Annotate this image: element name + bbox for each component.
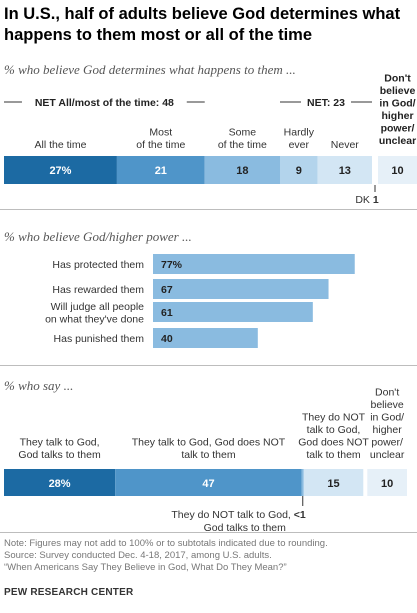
bar-value-label: 77%	[161, 259, 183, 271]
bar-value-label: 13	[339, 165, 351, 177]
bar-segment	[116, 156, 205, 184]
bar-segment	[4, 469, 116, 496]
category-label: They do NOT	[302, 412, 366, 424]
net-label: NET: 23	[307, 97, 345, 109]
chart-title: In U.S., half of adults believe God dete…	[4, 5, 401, 44]
category-label: God does NOT	[298, 437, 369, 449]
bar-segment	[204, 156, 280, 184]
category-label: Has protected them	[52, 259, 144, 271]
net-label-bg	[301, 95, 351, 109]
source-line: Source: Survey conducted Dec. 4-18, 2017…	[4, 550, 272, 561]
category-label: They talk to God, God does NOT	[132, 437, 286, 449]
bar-segment	[4, 156, 117, 184]
bar-segment	[115, 469, 302, 496]
section-divider-1	[0, 209, 417, 210]
category-label: Don't	[375, 387, 399, 399]
bar-value-label: 10	[381, 478, 393, 490]
category-label: of the time	[136, 139, 185, 151]
bar-value-label: 47	[202, 478, 214, 490]
bar-segment	[378, 156, 417, 184]
dk-label: DK 1	[355, 194, 379, 206]
chart2-subtitle: % who believe God/higher power ...	[4, 229, 192, 244]
category-label: power/	[381, 123, 415, 135]
category-label: Don't	[384, 73, 411, 85]
callout-label: They do NOT talk to God, <1	[171, 509, 306, 521]
category-label: ever	[289, 139, 310, 151]
category-label: unclear	[370, 449, 405, 461]
note-line: Note: Figures may not add to 100% or to …	[4, 538, 328, 549]
callout-label: God talks to them	[204, 522, 287, 534]
category-label: talk to them	[306, 449, 361, 461]
category-label: Most	[149, 127, 172, 139]
brand-footer: PEW RESEARCH CENTER	[4, 587, 134, 598]
bar-segment	[317, 156, 372, 184]
category-label: believe	[371, 399, 404, 411]
bar-value-label: 18	[236, 165, 248, 177]
bar-value-label: 10	[391, 165, 403, 177]
category-label: in God/	[370, 412, 404, 424]
category-label: Will judge all people	[51, 301, 145, 313]
chart1-subtitle: % who believe God determines what happen…	[4, 62, 296, 77]
category-label: Some	[229, 127, 257, 139]
bar-segment	[367, 469, 407, 496]
bar-value-label: 27%	[49, 165, 71, 177]
bar-value-label: 21	[155, 165, 167, 177]
report-title-line: “When Americans Say They Believe in God,…	[4, 562, 287, 573]
category-label: on what they've done	[45, 313, 144, 325]
category-label: unclear	[379, 135, 416, 147]
category-label: higher	[381, 110, 413, 122]
category-label: believe	[380, 85, 416, 97]
category-label: higher	[373, 424, 403, 436]
category-label: God talks to them	[18, 449, 101, 461]
section-divider-3	[0, 532, 417, 533]
section-divider-2	[0, 365, 417, 366]
category-label: in God/	[379, 98, 415, 110]
bar-segment	[280, 156, 318, 184]
category-label: Has rewarded them	[52, 284, 144, 296]
bar-segment	[303, 469, 364, 496]
net-label: NET All/most of the time: 48	[35, 97, 174, 109]
bar-segment	[301, 469, 304, 496]
category-label: All the time	[34, 139, 86, 151]
category-label: Never	[331, 139, 360, 151]
category-label: talk to them	[181, 449, 236, 461]
bar	[153, 302, 313, 322]
bar-value-label: 15	[327, 478, 339, 490]
category-label: talk to God,	[307, 424, 361, 436]
category-label: of the time	[218, 139, 267, 151]
chart-notes: Note: Figures may not add to 100% or to …	[4, 538, 328, 574]
category-label: Has punished them	[54, 333, 145, 345]
bar-value-label: 40	[161, 333, 173, 345]
net-label-bg	[21, 95, 187, 109]
category-label: They talk to God,	[20, 437, 100, 449]
category-label: Hardly	[284, 127, 315, 139]
bar-value-label: 67	[161, 284, 173, 296]
bar	[153, 279, 329, 299]
bar-value-label: 28%	[49, 478, 71, 490]
category-label: power/	[371, 437, 403, 449]
bar-value-label: 9	[296, 165, 302, 177]
chart3-subtitle: % who say ...	[4, 378, 74, 393]
bar-value-label: 61	[161, 307, 173, 319]
bar	[153, 328, 258, 348]
bar	[153, 254, 355, 274]
